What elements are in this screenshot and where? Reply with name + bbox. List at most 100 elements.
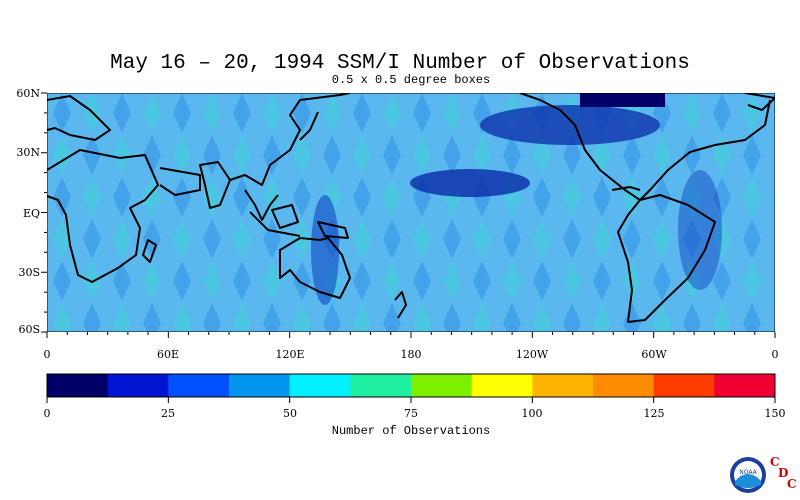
east-asia-coastline xyxy=(229,93,351,186)
swath-cell xyxy=(623,303,641,332)
latitude-ticks xyxy=(41,92,47,333)
swath-cell xyxy=(233,303,251,332)
swath-cell xyxy=(203,219,221,259)
swath-cell xyxy=(53,135,71,175)
swath-cell xyxy=(143,93,161,133)
swath-cell xyxy=(83,177,101,217)
lon-label-60e: 60E xyxy=(156,348,180,361)
colorbar-swatch xyxy=(107,374,169,397)
map-plot-area xyxy=(47,93,775,332)
cdc-letter-d: D xyxy=(778,466,789,480)
south-america-coastline xyxy=(617,194,716,323)
swath-cell xyxy=(473,135,491,175)
swath-cell xyxy=(143,135,161,175)
swath-cell xyxy=(113,261,131,301)
colorbar xyxy=(46,374,776,403)
swath-cell xyxy=(53,261,71,301)
swath-cell xyxy=(743,303,761,332)
swath-cell xyxy=(563,303,581,332)
swath-cell xyxy=(653,219,671,259)
swath-cell xyxy=(263,177,281,217)
swath-cell xyxy=(233,177,251,217)
swath-cell xyxy=(533,135,551,175)
swath-cell xyxy=(203,303,221,332)
low-observation-region-south-atlantic xyxy=(678,170,722,290)
swath-cell xyxy=(143,219,161,259)
swath-cell xyxy=(53,219,71,259)
cdc-letter-c2: C xyxy=(787,477,797,491)
swath-cell xyxy=(173,93,191,133)
swath-cell xyxy=(143,261,161,301)
swath-cell xyxy=(413,303,431,332)
southeast-asia-coastline xyxy=(244,189,279,221)
noaa-logo-icon: NOAA xyxy=(730,457,766,493)
swath-cell xyxy=(383,93,401,133)
india-coastline xyxy=(199,161,231,209)
low-observation-region-north-pacific xyxy=(480,105,660,145)
swath-cell xyxy=(623,261,641,301)
swath-cell xyxy=(323,303,341,332)
swath-cell xyxy=(413,261,431,301)
observation-field xyxy=(47,93,775,332)
swath-cell xyxy=(593,219,611,259)
swath-cell xyxy=(713,93,731,133)
swath-cell xyxy=(713,261,731,301)
colorbar-swatch xyxy=(168,374,230,397)
swath-cell xyxy=(683,177,701,217)
swath-cell xyxy=(683,303,701,332)
svg-text:NOAA: NOAA xyxy=(739,469,757,476)
swath-cell xyxy=(743,219,761,259)
africa-coastline xyxy=(47,149,159,283)
swath-cell xyxy=(443,261,461,301)
swath-cell xyxy=(383,261,401,301)
lat-label-60s: 60S xyxy=(18,323,40,336)
swath-cell xyxy=(593,177,611,217)
swath-cell xyxy=(113,219,131,259)
borneo-coastline xyxy=(271,204,299,229)
swath-cell xyxy=(443,303,461,332)
swath-cell xyxy=(203,135,221,175)
swath-cell xyxy=(263,93,281,133)
swath-cell xyxy=(503,219,521,259)
swath-cell xyxy=(53,93,71,133)
new-zealand-coastline xyxy=(394,291,407,319)
greenland-coastline xyxy=(744,93,775,111)
swath-cell xyxy=(263,135,281,175)
colorbar-swatch xyxy=(714,374,776,397)
swath-cell xyxy=(563,177,581,217)
swath-cell xyxy=(353,219,371,259)
swath-cell xyxy=(653,135,671,175)
swath-cell xyxy=(383,135,401,175)
swath-cell xyxy=(353,177,371,217)
swath-cell xyxy=(323,93,341,133)
colorbar-swatch xyxy=(229,374,291,397)
swath-cell xyxy=(563,135,581,175)
swath-cell xyxy=(353,261,371,301)
lon-label-60w: 60W xyxy=(641,348,667,361)
colorbar-label-0: 0 xyxy=(43,407,51,420)
colorbar-label-125: 125 xyxy=(643,407,665,420)
swath-cell xyxy=(173,303,191,332)
lon-label-120w: 120W xyxy=(515,348,549,361)
swath-cell xyxy=(173,177,191,217)
sumatra-java-coastline xyxy=(249,211,301,237)
swath-cell xyxy=(473,219,491,259)
swath-cell xyxy=(743,135,761,175)
lat-label-eq: EQ xyxy=(22,207,40,220)
colorbar-label-150: 150 xyxy=(764,407,786,420)
no-data-region-arctic xyxy=(580,93,665,107)
colorbar-swatch xyxy=(289,374,351,397)
lon-label-180: 180 xyxy=(400,348,422,361)
swath-cell xyxy=(53,177,71,217)
swath-cell xyxy=(233,93,251,133)
low-observation-region-central-pacific xyxy=(410,169,530,197)
swath-cell xyxy=(353,303,371,332)
swath-cell xyxy=(113,135,131,175)
swath-cell xyxy=(173,135,191,175)
swath-cell xyxy=(233,135,251,175)
lon-label-120e: 120E xyxy=(275,348,305,361)
map-title: May 16 – 20, 1994 SSM/I Number of Observ… xyxy=(110,52,690,75)
colorbar-swatch xyxy=(653,374,715,397)
swath-cell xyxy=(593,135,611,175)
